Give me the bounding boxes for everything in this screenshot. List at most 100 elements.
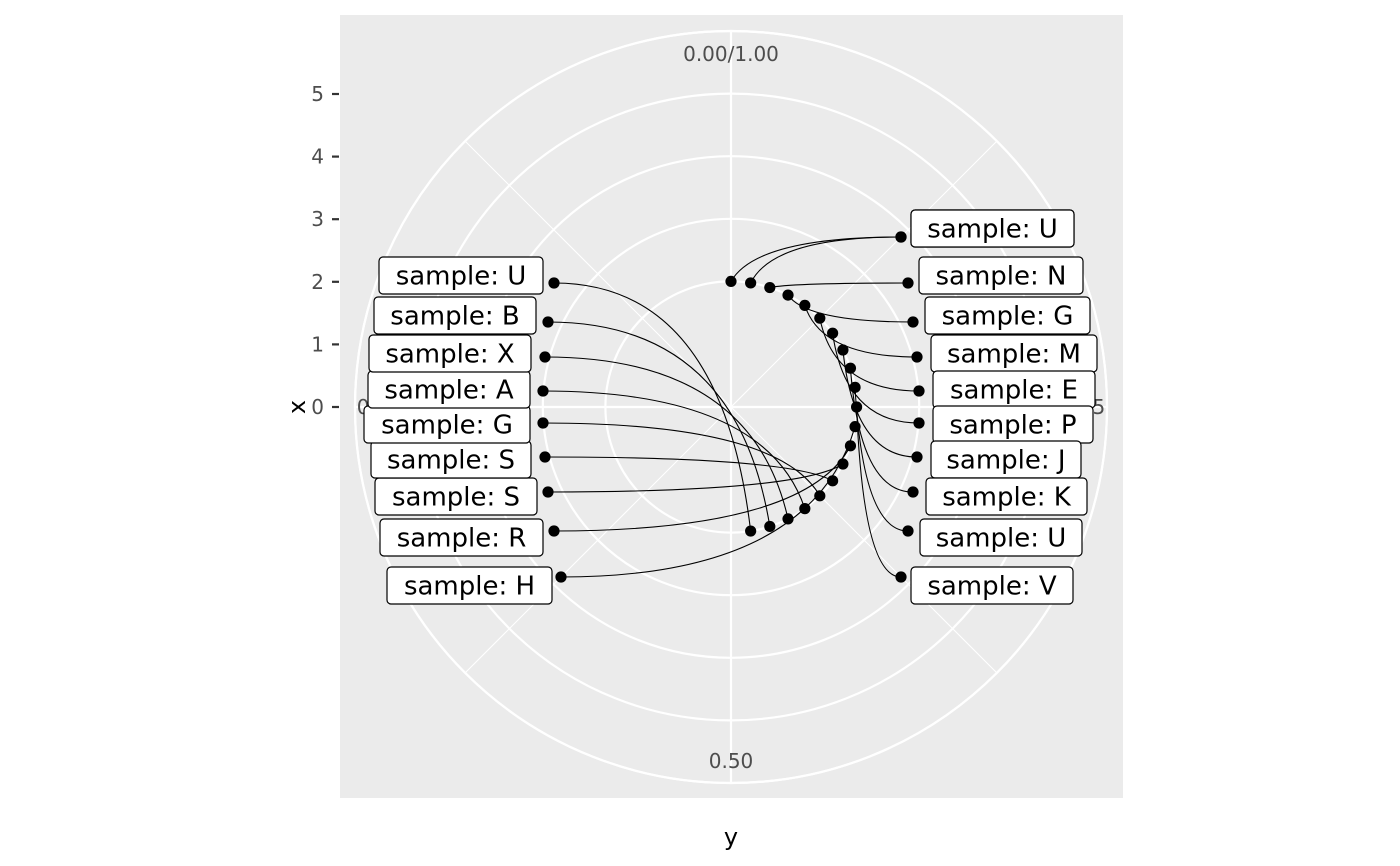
label-connector [547, 321, 771, 527]
r-tick-label: 0 [311, 395, 324, 419]
point-label: sample: U [936, 524, 1067, 554]
data-point [844, 362, 857, 374]
point-label: sample: U [927, 215, 1058, 245]
label-anchor-point [911, 451, 923, 463]
data-point [814, 490, 826, 502]
label-anchor-point [911, 351, 923, 363]
data-point [799, 299, 811, 311]
label-anchor-point [895, 571, 907, 583]
theta-minor-grid-line [730, 140, 998, 408]
point-label-box [368, 334, 532, 373]
label-connector [542, 422, 821, 497]
point-label-box [925, 477, 1088, 516]
label-connector [804, 305, 918, 358]
data-point [844, 440, 857, 452]
data-point [799, 503, 811, 515]
point-label: sample: R [397, 524, 527, 554]
theta-minor-grid-line [464, 406, 732, 674]
label-anchor-point [913, 417, 925, 429]
data-point [849, 421, 861, 433]
label-anchor-point [537, 385, 549, 397]
point-label: sample: S [387, 446, 515, 476]
label-connector [787, 294, 914, 323]
point-label-box [373, 296, 537, 335]
theta-minor-grid-line [730, 406, 998, 674]
point-label: sample: U [396, 262, 527, 292]
x-axis-title: y [724, 823, 738, 851]
r-tick-label: 4 [311, 145, 324, 169]
point-label: sample: N [935, 262, 1066, 292]
points [537, 231, 925, 583]
r-tick-label: 5 [311, 82, 324, 106]
point-label-box [919, 518, 1083, 557]
label-anchor-point [542, 486, 554, 498]
point-labels: sample: U sample: N sample: G sample: M samp… [363, 209, 1098, 605]
data-point [814, 312, 826, 324]
label-anchor-point [548, 525, 560, 537]
point-label: sample: J [946, 446, 1065, 476]
grid [353, 29, 1109, 785]
data-point [725, 275, 737, 287]
point-label: sample: P [949, 411, 1076, 441]
label-anchor-point [895, 231, 907, 243]
data-point [764, 281, 776, 294]
point-label: sample: S [392, 483, 520, 513]
point-label: sample: K [942, 483, 1072, 513]
point-label: sample: G [942, 302, 1074, 332]
point-label-box [924, 296, 1091, 335]
label-anchor-point [539, 451, 551, 463]
label-connector [553, 445, 851, 532]
point-label: sample: G [381, 411, 513, 441]
point-label: sample: H [404, 572, 535, 602]
point-label: sample: V [927, 572, 1057, 602]
theta-tick-label: 0.00/1.00 [683, 42, 779, 66]
label-anchor-point [548, 277, 560, 289]
data-point [827, 475, 839, 487]
theta-tick-label: 0.50 [709, 749, 754, 773]
data-point [764, 520, 776, 533]
label-anchor-point [539, 351, 551, 363]
theta-minor-grid-line [464, 140, 732, 408]
label-connector [842, 349, 918, 458]
data-point [782, 289, 794, 301]
point-label: sample: X [385, 340, 514, 370]
label-anchor-point [542, 316, 554, 328]
label-anchor-point [907, 486, 919, 498]
point-label-box [910, 209, 1075, 248]
label-connector [547, 463, 844, 493]
point-label-box [910, 566, 1074, 605]
point-label-box [379, 518, 544, 557]
point-label: sample: E [950, 376, 1078, 406]
point-label: sample: M [947, 340, 1081, 370]
label-connector [542, 390, 806, 509]
label-anchor-point [913, 385, 925, 397]
point-label: sample: B [390, 302, 519, 332]
data-point [851, 401, 863, 413]
label-anchor-point [902, 277, 914, 289]
r-tick-label: 3 [311, 207, 324, 231]
data-point [782, 513, 794, 525]
label-connector [832, 333, 920, 424]
r-tick-label: 1 [311, 332, 324, 356]
y-axis-title: x [283, 400, 311, 414]
point-label-box [386, 566, 553, 605]
data-point [837, 344, 849, 356]
data-point [827, 327, 839, 339]
label-connector [544, 356, 789, 520]
label-anchor-point [537, 417, 549, 429]
label-anchor-point [907, 316, 919, 328]
label-connectors [542, 236, 920, 578]
r-tick-label: 2 [311, 270, 324, 294]
data-point [849, 381, 861, 393]
r-axis: 0 1 2 3 4 5 [311, 82, 339, 419]
label-connector [553, 282, 752, 532]
point-label: sample: A [384, 376, 514, 406]
label-connector [730, 236, 902, 282]
data-point [837, 458, 849, 470]
label-anchor-point [902, 525, 914, 537]
label-connector [769, 282, 909, 289]
point-label-box [918, 256, 1084, 295]
label-anchor-point [555, 571, 567, 583]
data-point [745, 277, 757, 289]
